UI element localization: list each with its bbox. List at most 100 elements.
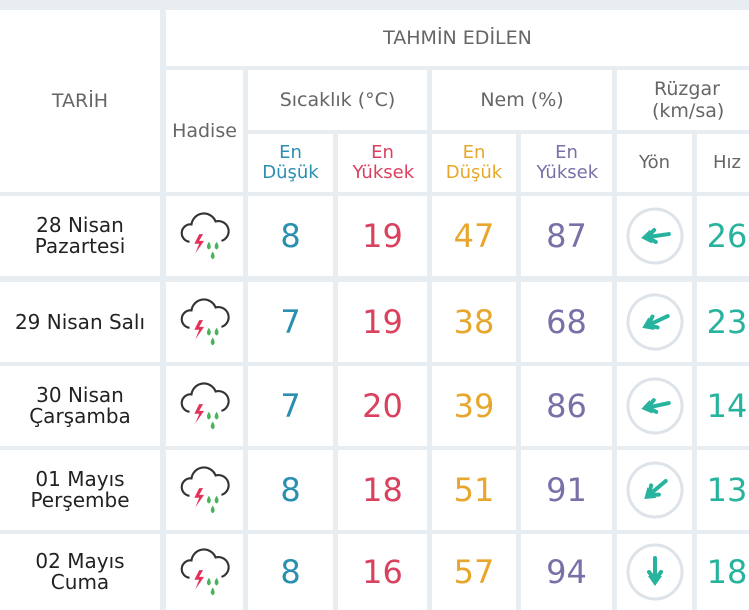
event-icon — [166, 450, 243, 530]
value: 18 — [338, 450, 427, 530]
event-header: Hadise — [166, 70, 243, 192]
value-text: 19 — [362, 303, 403, 341]
sub-header-text: En Yüksek — [536, 142, 599, 183]
value-text: 57 — [453, 553, 495, 591]
value-text: 51 — [453, 471, 495, 509]
sub-header-text: En Düşük — [445, 142, 503, 183]
value-text: 39 — [453, 387, 495, 425]
date-text: 30 Nisan Çarşamba — [29, 383, 131, 428]
value: 8 — [248, 196, 333, 276]
value: 7 — [248, 366, 333, 446]
event-icon — [166, 366, 243, 446]
value: 86 — [521, 366, 612, 446]
value-text: 86 — [546, 387, 587, 425]
wind-speed-text: 14 — [706, 387, 748, 425]
value-text: 20 — [362, 387, 403, 425]
wind-direction — [617, 196, 692, 276]
humidity-header: Nem (%) — [432, 70, 612, 130]
value-text: 47 — [453, 217, 495, 255]
date-text: 28 Nisan Pazartesi — [34, 213, 126, 258]
wind-header-text: Rüzgar (km/sa) — [652, 78, 725, 122]
wind-direction — [617, 282, 692, 362]
value: 91 — [521, 450, 612, 530]
sub-header-text: En Düşük — [262, 142, 319, 183]
wind-speed: 14 — [697, 366, 749, 446]
value: 7 — [248, 282, 333, 362]
value-text: 7 — [280, 303, 301, 341]
wind-direction — [617, 366, 692, 446]
sub-header-text: Yön — [638, 152, 671, 173]
sub-header: En Yüksek — [521, 134, 612, 192]
storm-icon — [176, 377, 234, 435]
event-icon — [166, 196, 243, 276]
wind-speed: 18 — [697, 534, 749, 610]
event-header-text: Hadise — [172, 120, 237, 142]
wind-direction — [617, 534, 692, 610]
sub-header: Yön — [617, 134, 692, 192]
value-text: 19 — [362, 217, 403, 255]
storm-icon — [176, 207, 234, 265]
sub-header-text: Hız — [713, 152, 741, 173]
event-icon — [166, 282, 243, 362]
value-text: 8 — [280, 217, 301, 255]
wind-arrow — [625, 376, 685, 436]
wind-speed-text: 13 — [706, 471, 748, 509]
wind-header: Rüzgar (km/sa) — [617, 70, 749, 130]
value-text: 8 — [280, 553, 301, 591]
date-text: 29 Nisan Salı — [14, 309, 146, 334]
wind-arrow — [625, 542, 685, 602]
date-header-text: TARİH — [51, 90, 109, 112]
value-text: 8 — [280, 471, 301, 509]
value-text: 94 — [546, 553, 587, 591]
date-text: 02 Mayıs Cuma — [35, 549, 125, 594]
wind-speed-text: 23 — [706, 303, 748, 341]
date-text: 01 Mayıs Perşembe — [30, 467, 130, 512]
value: 20 — [338, 366, 427, 446]
temp-header-text: Sıcaklık (°C) — [279, 89, 396, 111]
value: 39 — [432, 366, 516, 446]
date: 29 Nisan Salı — [0, 282, 160, 362]
value: 8 — [248, 534, 333, 610]
wind-speed: 26 — [697, 196, 749, 276]
value: 57 — [432, 534, 516, 610]
sub-header: Hız — [697, 134, 749, 192]
value-text: 87 — [546, 217, 587, 255]
date: 02 Mayıs Cuma — [0, 534, 160, 610]
storm-icon — [176, 461, 234, 519]
value-text: 68 — [546, 303, 587, 341]
value: 47 — [432, 196, 516, 276]
value: 19 — [338, 282, 427, 362]
value: 51 — [432, 450, 516, 530]
wind-speed-text: 18 — [706, 553, 748, 591]
value-text: 91 — [546, 471, 587, 509]
main-header: TAHMİN EDİLEN — [166, 10, 749, 66]
date: 30 Nisan Çarşamba — [0, 366, 160, 446]
value: 38 — [432, 282, 516, 362]
wind-arrow — [625, 206, 685, 266]
value: 16 — [338, 534, 427, 610]
date-header: TARİH — [0, 10, 160, 192]
value-text: 16 — [362, 553, 403, 591]
wind-speed: 13 — [697, 450, 749, 530]
sub-header: En Düşük — [432, 134, 516, 192]
temp-header: Sıcaklık (°C) — [248, 70, 427, 130]
event-icon — [166, 534, 243, 610]
value: 19 — [338, 196, 427, 276]
value-text: 18 — [362, 471, 403, 509]
date: 28 Nisan Pazartesi — [0, 196, 160, 276]
wind-direction — [617, 450, 692, 530]
date: 01 Mayıs Perşembe — [0, 450, 160, 530]
storm-icon — [176, 543, 234, 601]
wind-arrow — [625, 460, 685, 520]
value-text: 38 — [453, 303, 495, 341]
storm-icon — [176, 293, 234, 351]
sub-header: En Yüksek — [338, 134, 427, 192]
humidity-header-text: Nem (%) — [480, 89, 564, 111]
wind-speed-text: 26 — [706, 217, 748, 255]
sub-header-text: En Yüksek — [352, 142, 415, 183]
sub-header: En Düşük — [248, 134, 333, 192]
value: 8 — [248, 450, 333, 530]
value: 87 — [521, 196, 612, 276]
wind-speed: 23 — [697, 282, 749, 362]
